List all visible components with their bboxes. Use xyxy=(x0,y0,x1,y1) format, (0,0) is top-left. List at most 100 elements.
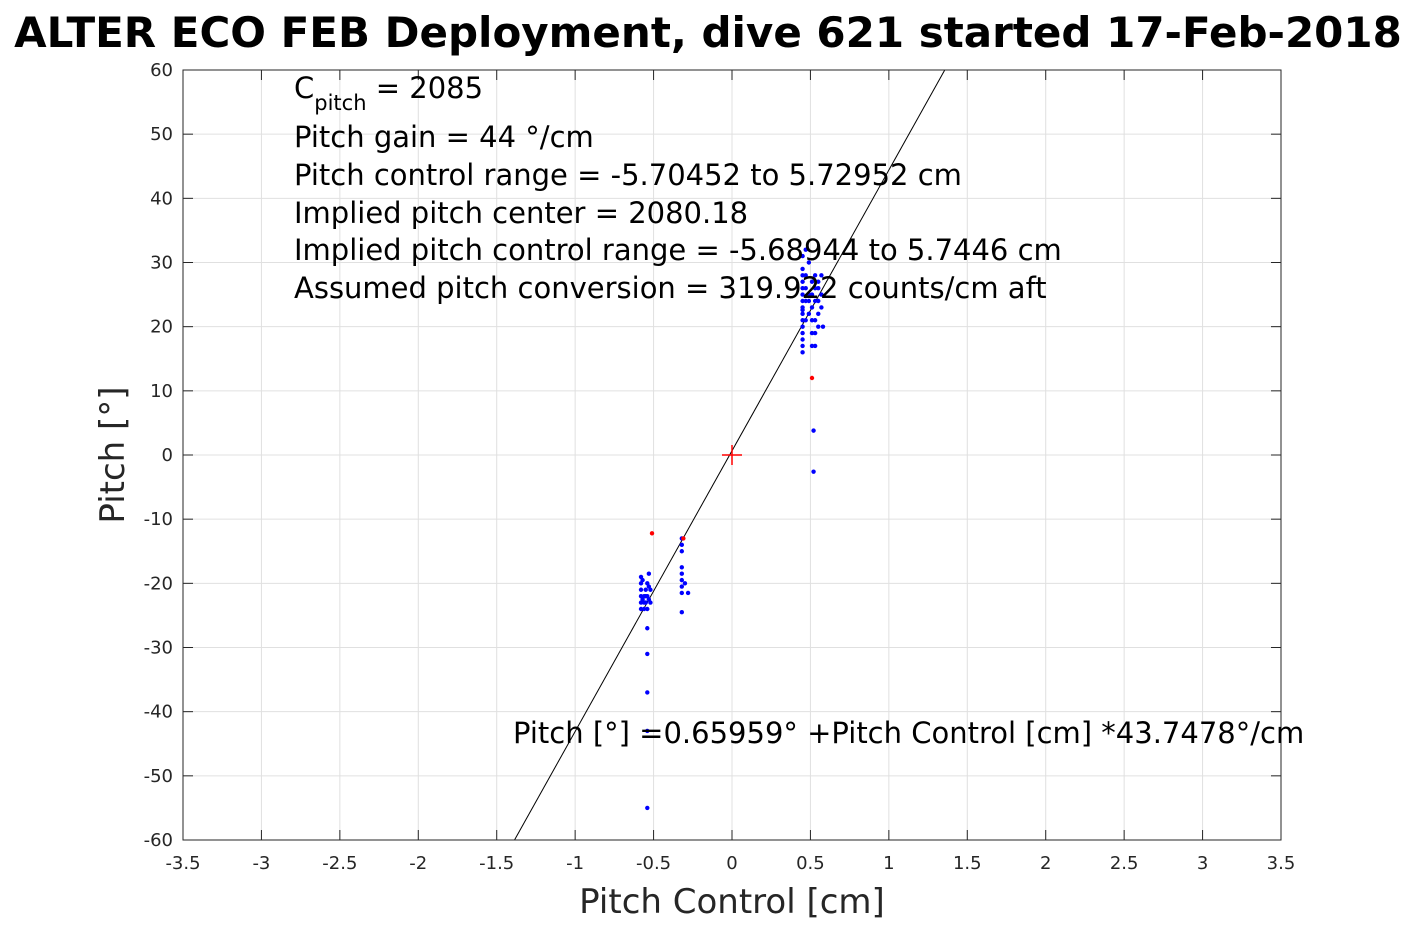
y-tick-label: 0 xyxy=(162,445,173,466)
data-point xyxy=(645,690,650,695)
data-point xyxy=(816,279,821,284)
data-point xyxy=(803,273,808,278)
data-point xyxy=(645,626,650,631)
data-point xyxy=(811,428,816,433)
data-point xyxy=(816,298,821,304)
y-tick-label: 30 xyxy=(150,253,173,274)
data-point xyxy=(679,542,685,548)
x-tick-label: -0.5 xyxy=(636,853,671,874)
data-point xyxy=(800,253,805,259)
data-point xyxy=(800,324,805,329)
data-point xyxy=(819,305,824,310)
x-tick-label: 2 xyxy=(1040,853,1051,874)
data-point xyxy=(812,285,818,291)
data-point xyxy=(803,285,808,291)
y-tick-label: -60 xyxy=(144,830,173,851)
annotation-conversion: Assumed pitch conversion = 319.922 count… xyxy=(294,271,1047,305)
data-point xyxy=(638,587,644,592)
y-tick-label: 20 xyxy=(150,317,173,338)
data-point xyxy=(803,247,808,252)
data-point xyxy=(800,343,805,349)
data-point xyxy=(803,318,808,323)
data-point xyxy=(646,571,652,576)
data-point xyxy=(648,600,653,605)
data-point xyxy=(681,536,686,541)
data-point xyxy=(819,273,824,278)
y-tick-label: -20 xyxy=(144,573,173,594)
x-tick-label: -3.5 xyxy=(165,853,200,874)
x-tick-label: 0 xyxy=(726,853,737,874)
data-point xyxy=(809,330,815,336)
data-point xyxy=(679,565,685,570)
data-point xyxy=(679,590,685,596)
data-point xyxy=(806,311,812,317)
data-point xyxy=(641,606,647,612)
y-tick-label: -30 xyxy=(144,638,173,659)
data-point xyxy=(803,298,808,304)
x-tick-label: 1 xyxy=(883,853,894,874)
y-tick-label: 50 xyxy=(150,124,173,145)
data-point xyxy=(819,292,824,297)
data-point xyxy=(809,292,815,297)
data-point xyxy=(800,330,805,336)
data-point xyxy=(809,279,815,284)
data-point xyxy=(800,279,805,284)
x-tick-label: -1 xyxy=(566,853,584,874)
data-point xyxy=(679,571,685,576)
y-tick-label: 10 xyxy=(150,381,173,402)
data-point xyxy=(816,311,821,317)
cpitch-value: = 2085 xyxy=(367,71,484,105)
x-tick-label: 3 xyxy=(1197,853,1208,874)
data-point xyxy=(679,584,685,589)
x-tick-label: 2.5 xyxy=(1110,853,1139,874)
data-point xyxy=(640,577,645,583)
y-tick-label: 60 xyxy=(150,60,173,81)
data-point xyxy=(800,285,805,291)
data-point xyxy=(643,600,648,605)
chart-title: ALTER ECO FEB Deployment, dive 621 start… xyxy=(14,8,1402,57)
data-point xyxy=(648,587,653,592)
data-point xyxy=(800,305,805,310)
annotation-range: Pitch control range = -5.70452 to 5.7295… xyxy=(294,158,962,192)
x-axis-label: Pitch Control [cm] xyxy=(579,882,885,922)
data-point xyxy=(809,318,815,323)
data-point xyxy=(679,549,685,554)
data-point xyxy=(645,728,650,734)
data-point xyxy=(816,285,821,291)
data-point xyxy=(682,581,688,586)
data-point xyxy=(812,298,818,304)
tick-labels: -3.5 -3 -2.5 -2 -1.5 -1 -0.5 0 0.5 1 1.5 2 2.5 3 3.5 60… xyxy=(144,60,1296,874)
data-point xyxy=(806,298,812,304)
data-point xyxy=(679,577,685,583)
data-point xyxy=(812,343,818,349)
data-point xyxy=(812,330,818,336)
x-tick-label: -2.5 xyxy=(322,853,357,874)
annotation-block: Cpitch = 2085 Pitch gain = 44 °/cm Pitch… xyxy=(294,71,1304,750)
data-point xyxy=(685,590,691,596)
data-point xyxy=(809,305,815,310)
y-tick-label: -10 xyxy=(144,509,173,530)
x-tick-label: -1.5 xyxy=(479,853,514,874)
annotation-implied-range: Implied pitch control range = -5.68944 t… xyxy=(294,233,1062,267)
y-tick-label: -40 xyxy=(144,702,173,723)
plot-frame xyxy=(182,69,1282,841)
data-point xyxy=(649,531,655,536)
annotation-fit-equation: Pitch [°] =0.65959° +Pitch Control [cm] … xyxy=(513,716,1304,750)
data-point xyxy=(645,606,650,612)
x-tick-label: 3.5 xyxy=(1267,853,1296,874)
data-point xyxy=(643,587,648,592)
data-point xyxy=(800,337,805,342)
annotation-cpitch: Cpitch = 2085 xyxy=(294,71,483,115)
data-point xyxy=(800,273,805,278)
data-point xyxy=(809,343,815,349)
x-tick-label: 1.5 xyxy=(953,853,982,874)
cpitch-subscript: pitch xyxy=(314,91,366,115)
y-axis-label: Pitch [°] xyxy=(93,386,133,523)
data-point xyxy=(679,610,685,615)
annotation-center: Implied pitch center = 2080.18 xyxy=(294,196,748,230)
data-point xyxy=(638,606,644,612)
y-tick-label: 40 xyxy=(150,188,173,209)
data-point xyxy=(800,311,805,317)
data-point xyxy=(800,350,805,355)
x-tick-label: -2 xyxy=(409,853,427,874)
